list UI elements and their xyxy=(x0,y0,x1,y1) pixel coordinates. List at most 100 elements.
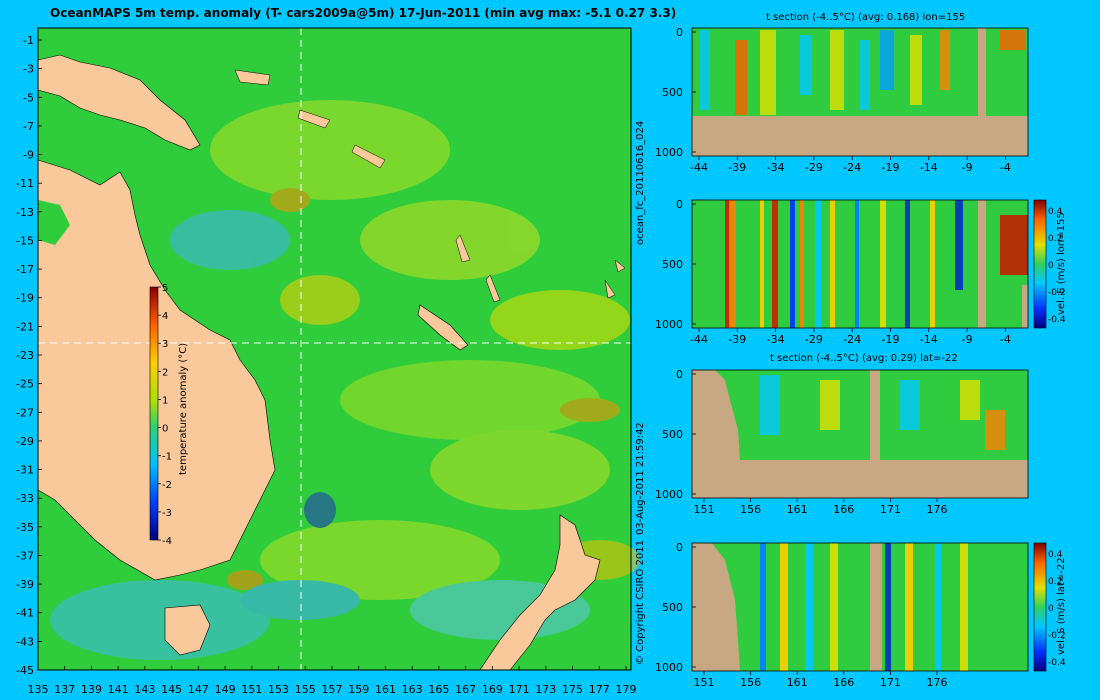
panel-x-tick: 171 xyxy=(880,503,901,516)
lon-tick-label: 155 xyxy=(295,683,316,696)
run-id: ocean_fc_20110616_024 xyxy=(635,120,646,245)
panel-colorbar-tick: 0 xyxy=(1048,261,1054,271)
lon-tick-label: 141 xyxy=(108,683,129,696)
lon-tick-label: 137 xyxy=(54,683,75,696)
lat-tick-label: -19 xyxy=(16,292,34,305)
panel-x-tick: -39 xyxy=(728,333,746,346)
panel-x-tick: -39 xyxy=(728,161,746,174)
lat-tick-label: -43 xyxy=(16,635,34,648)
panel-x-tick: -34 xyxy=(767,333,785,346)
map-panel[interactable] xyxy=(37,27,640,671)
panel-3[interactable] xyxy=(691,369,1029,499)
panel-y-tick: 0 xyxy=(676,368,683,381)
land-new-caledonia xyxy=(417,304,469,351)
lat-tick-label: -39 xyxy=(16,578,34,591)
colorbar-tick-label: 3 xyxy=(162,339,168,350)
panel-4[interactable] xyxy=(691,542,1029,672)
lon-tick-label: 159 xyxy=(348,683,369,696)
panel-x-tick: -44 xyxy=(690,161,708,174)
colorbar-tick-label: -4 xyxy=(162,536,172,547)
lat-tick-label: -5 xyxy=(23,91,34,104)
panel-x-tick: 161 xyxy=(787,676,808,689)
islands xyxy=(234,69,626,303)
panel-2[interactable] xyxy=(691,199,1029,329)
lon-tick-label: 171 xyxy=(509,683,530,696)
gulf-carpentaria xyxy=(38,200,70,245)
panel-x-tick: 166 xyxy=(833,503,854,516)
lat-tick-label: -3 xyxy=(23,63,34,76)
lat-tick-label: -1 xyxy=(23,34,34,47)
lon-tick-label: 143 xyxy=(134,683,155,696)
colorbar-tick-label: 2 xyxy=(162,367,168,378)
land-new-guinea xyxy=(37,54,201,151)
map-lon-ticks: 135 137 139 141 143 145 147 149 151 153 155 157 159 1… xyxy=(28,666,637,696)
panel-colorbar-tick: -0.2 xyxy=(1048,631,1066,641)
map-lat-ticks: -1 -3 -5 -7 -9 -11 -13 -15 -17 -19 -21 -23 -25 -27 -29… xyxy=(16,34,42,677)
panel-x-tick: 151 xyxy=(694,676,715,689)
panel-1-title: t section (-4..5°C) (avg: 0.168) lon=155 xyxy=(766,12,966,23)
panel-y-tick: 500 xyxy=(662,258,683,271)
colorbar-tick-label: -3 xyxy=(162,508,172,519)
lat-tick-label: -37 xyxy=(16,549,34,562)
panel-ticks: 0 500 1000 -44 -39 -34 -29 -24 -19 -14 -9 -4 0 500 100… xyxy=(655,26,1066,689)
lat-tick-label: -45 xyxy=(16,664,34,677)
panel-x-tick: -4 xyxy=(1000,333,1011,346)
panel-colorbar-tick: -0.4 xyxy=(1048,315,1066,325)
panel-y-tick: 0 xyxy=(676,198,683,211)
panel-x-tick: -14 xyxy=(920,161,938,174)
panel-y-tick: 1000 xyxy=(655,318,683,331)
panel-y-tick: 0 xyxy=(676,541,683,554)
lat-tick-label: -33 xyxy=(16,492,34,505)
panel-colorbar-tick: 0.2 xyxy=(1048,577,1062,587)
lon-tick-label: 163 xyxy=(402,683,423,696)
lon-tick-label: 139 xyxy=(81,683,102,696)
lon-tick-label: 151 xyxy=(241,683,262,696)
panel-x-tick: 171 xyxy=(880,676,901,689)
lon-tick-label: 165 xyxy=(428,683,449,696)
panel-4-colorbar xyxy=(1033,542,1047,672)
colorbar-label: temperature anomaly (°C) xyxy=(178,342,189,475)
panel-1[interactable] xyxy=(691,27,1029,157)
lat-tick-label: -13 xyxy=(16,206,34,219)
lat-tick-label: -27 xyxy=(16,406,34,419)
lat-tick-label: -9 xyxy=(23,149,34,162)
map-title: OceanMAPS 5m temp. anomaly (T- cars2009a… xyxy=(50,6,677,20)
panel-x-tick: -9 xyxy=(962,333,973,346)
panel-x-tick: -19 xyxy=(882,333,900,346)
lon-tick-label: 169 xyxy=(482,683,503,696)
panel-x-tick: 156 xyxy=(740,676,761,689)
lon-tick-label: 135 xyxy=(28,683,49,696)
lon-tick-label: 177 xyxy=(589,683,610,696)
panel-x-tick: 176 xyxy=(927,676,948,689)
lon-tick-label: 173 xyxy=(535,683,556,696)
land-new-zealand xyxy=(479,514,601,671)
copyright: © Copyright CSIRO 2011 xyxy=(635,540,646,665)
lon-tick-label: 167 xyxy=(455,683,476,696)
panel-colorbar-tick: 0.2 xyxy=(1048,234,1062,244)
panel-colorbar-tick: 0.4 xyxy=(1048,550,1063,560)
lat-tick-label: -31 xyxy=(16,464,34,477)
lon-tick-label: 153 xyxy=(268,683,289,696)
panel-3-title: t section (-4..5°C) (avg: 0.29) lat=-22 xyxy=(770,353,958,364)
map-colorbar: 5 4 3 2 1 0 -1 -2 -3 -4 xyxy=(149,283,172,547)
panel-x-tick: 176 xyxy=(927,503,948,516)
lat-tick-label: -11 xyxy=(16,177,34,190)
panel-x-tick: -19 xyxy=(882,161,900,174)
anomaly-texture xyxy=(50,100,640,660)
panel-x-tick: 156 xyxy=(740,503,761,516)
panel-2-colorbar-label: vel. E (m/s) lon=155 xyxy=(1056,212,1067,315)
panel-x-tick: -14 xyxy=(920,333,938,346)
panel-y-tick: 1000 xyxy=(655,661,683,674)
map-frame xyxy=(37,27,632,671)
panel-x-tick: -9 xyxy=(962,161,973,174)
colorbar-tick-label: 5 xyxy=(162,283,168,294)
lon-tick-label: 175 xyxy=(562,683,583,696)
panel-y-tick: 0 xyxy=(676,26,683,39)
lat-tick-label: -17 xyxy=(16,263,34,276)
lat-tick-label: -23 xyxy=(16,349,34,362)
lon-tick-label: 149 xyxy=(215,683,236,696)
panel-x-tick: -4 xyxy=(1000,161,1011,174)
lon-tick-label: 161 xyxy=(375,683,396,696)
panel-y-tick: 1000 xyxy=(655,488,683,501)
